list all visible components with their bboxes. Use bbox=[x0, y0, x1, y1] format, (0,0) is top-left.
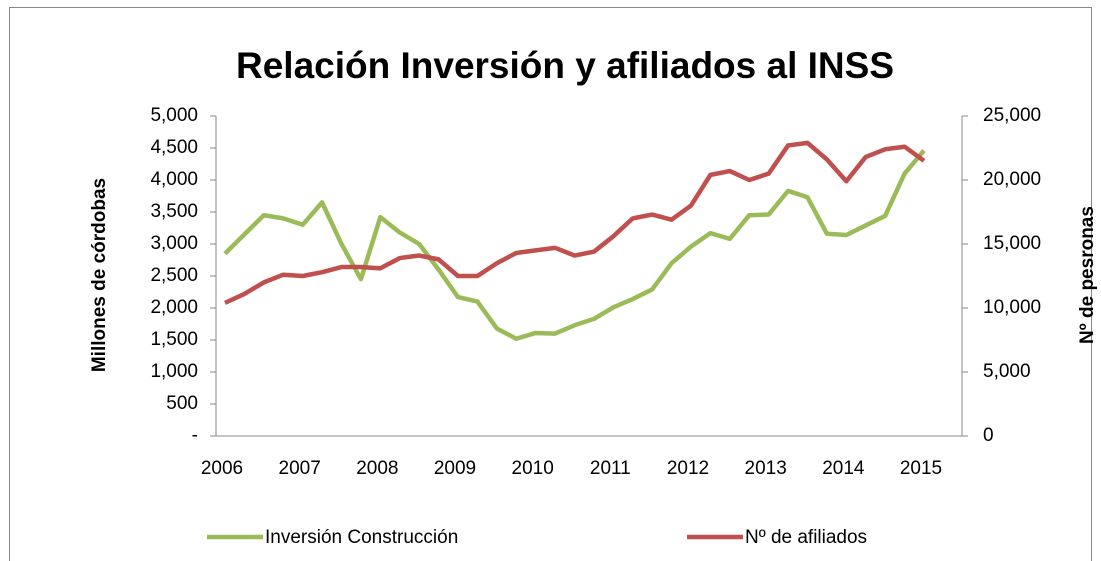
y-axis-title: Millones de córdobas bbox=[89, 178, 110, 372]
y-tick-label: 4,500 bbox=[150, 137, 198, 158]
y-tick-label: 3,500 bbox=[150, 201, 198, 222]
y-tick-label: - bbox=[192, 425, 198, 446]
series-line bbox=[224, 140, 926, 305]
y-tick-label: 5,000 bbox=[150, 105, 198, 126]
x-tick-label: 2008 bbox=[356, 458, 398, 479]
x-tick-label: 2009 bbox=[434, 458, 476, 479]
legend-label: Inversión Construcción bbox=[265, 527, 458, 548]
chart-title: Relación Inversión y afiliados al INSS bbox=[236, 45, 894, 86]
y-tick-label: 2,500 bbox=[150, 265, 198, 286]
y2-tick-label: 10,000 bbox=[983, 297, 1041, 318]
y2-tick-label: 20,000 bbox=[983, 169, 1041, 190]
y2-tick-label: 15,000 bbox=[983, 233, 1041, 254]
x-tick-label: 2013 bbox=[745, 458, 787, 479]
x-tick-label: 2007 bbox=[279, 458, 321, 479]
y-tick-label: 1,000 bbox=[150, 361, 198, 382]
x-tick-label: 2006 bbox=[201, 458, 243, 479]
y-tick-label: 4,000 bbox=[150, 169, 198, 190]
y-tick-label: 3,000 bbox=[150, 233, 198, 254]
y-tick-label: 2,000 bbox=[150, 297, 198, 318]
x-tick-label: 2010 bbox=[512, 458, 554, 479]
y-tick-label: 500 bbox=[166, 393, 198, 414]
legend-label: Nº de afiliados bbox=[745, 527, 867, 548]
series-line bbox=[223, 149, 926, 341]
x-tick-label: 2014 bbox=[822, 458, 865, 479]
y-tick-label: 1,500 bbox=[150, 329, 198, 350]
y2-tick-label: 0 bbox=[983, 425, 994, 446]
x-tick-label: 2015 bbox=[900, 458, 942, 479]
y2-tick-label: 5,000 bbox=[983, 361, 1031, 382]
y2-tick-label: 25,000 bbox=[983, 105, 1041, 126]
x-tick-label: 2011 bbox=[590, 458, 631, 479]
x-tick-label: 2012 bbox=[667, 458, 709, 479]
chart-frame bbox=[9, 7, 1092, 561]
y2-axis-title: Nº de pesronas bbox=[1077, 206, 1098, 344]
